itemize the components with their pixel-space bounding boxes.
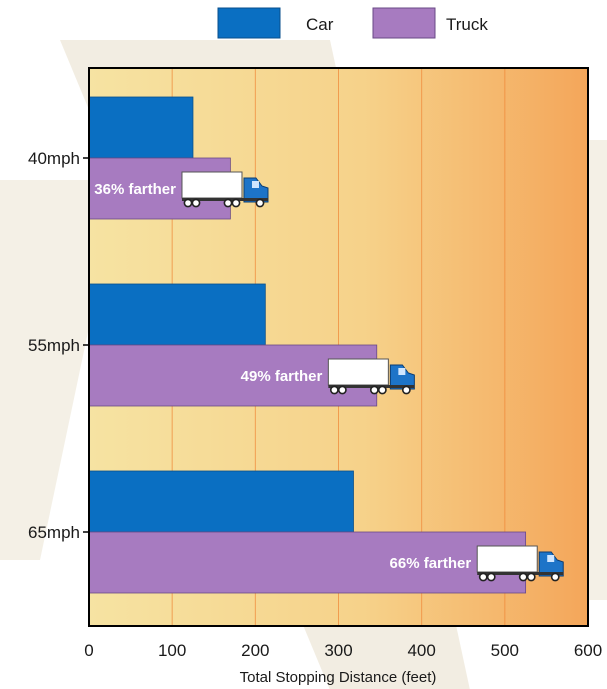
truck-wheel xyxy=(550,572,560,582)
category-label-55mph: 55mph xyxy=(28,336,80,355)
category-label-40mph: 40mph xyxy=(28,149,80,168)
truck-trailer xyxy=(476,545,538,573)
legend-swatch-car xyxy=(217,7,281,39)
annotation-40mph: 36% farther xyxy=(94,181,176,198)
truck-chassis xyxy=(181,198,268,201)
truck-icon xyxy=(327,358,415,395)
truck-cab xyxy=(389,364,415,390)
truck-wheel xyxy=(377,385,387,395)
legend-swatch-truck xyxy=(372,7,436,39)
x-tick-label-300: 300 xyxy=(324,641,352,660)
legend: Car Truck xyxy=(217,7,488,39)
truck-cab xyxy=(243,177,269,203)
legend-label-truck: Truck xyxy=(446,15,488,34)
truck-wheel xyxy=(526,572,536,582)
truck-wheel xyxy=(486,572,496,582)
truck-wheel xyxy=(231,198,241,208)
bar-car-40mph xyxy=(88,96,194,159)
truck-wheel xyxy=(337,385,347,395)
truck-wheel xyxy=(255,198,265,208)
y-axis-ticks: 40mph 55mph 65mph xyxy=(28,149,89,542)
category-label-65mph: 65mph xyxy=(28,523,80,542)
x-tick-label-600: 600 xyxy=(574,641,602,660)
legend-label-car: Car xyxy=(306,15,334,34)
truck-chassis xyxy=(477,572,564,575)
x-axis-label: Total Stopping Distance (feet) xyxy=(240,669,437,686)
annotation-55mph: 49% farther xyxy=(241,368,323,385)
x-axis-ticks: 0 100 200 300 400 500 600 xyxy=(84,641,602,660)
truck-trailer xyxy=(181,171,243,199)
x-tick-label-100: 100 xyxy=(158,641,186,660)
truck-icon xyxy=(476,545,564,582)
truck-wheel xyxy=(369,385,379,395)
x-tick-label-200: 200 xyxy=(241,641,269,660)
truck-wheel xyxy=(478,572,488,582)
annotation-65mph: 66% farther xyxy=(390,555,472,572)
bar-car-65mph xyxy=(88,470,354,533)
plot-frame xyxy=(88,67,589,627)
bars xyxy=(88,96,527,594)
truck-wheel xyxy=(518,572,528,582)
x-tick-label-400: 400 xyxy=(407,641,435,660)
truck-wheel xyxy=(329,385,339,395)
truck-wheel xyxy=(401,385,411,395)
truck-chassis xyxy=(328,385,415,388)
x-tick-label-500: 500 xyxy=(491,641,519,660)
truck-window xyxy=(251,181,259,188)
truck-cab xyxy=(538,551,564,577)
truck-window xyxy=(547,555,555,562)
truck-icon xyxy=(181,171,269,208)
annotations: 36% farther 49% farther 66% farther xyxy=(94,171,564,582)
bar-car-55mph xyxy=(88,283,266,346)
bar-truck-65mph xyxy=(88,531,527,594)
truck-wheel xyxy=(191,198,201,208)
truck-trailer xyxy=(327,358,389,386)
truck-wheel xyxy=(223,198,233,208)
x-tick-label-0: 0 xyxy=(84,641,93,660)
truck-window xyxy=(398,368,406,375)
truck-wheel xyxy=(183,198,193,208)
